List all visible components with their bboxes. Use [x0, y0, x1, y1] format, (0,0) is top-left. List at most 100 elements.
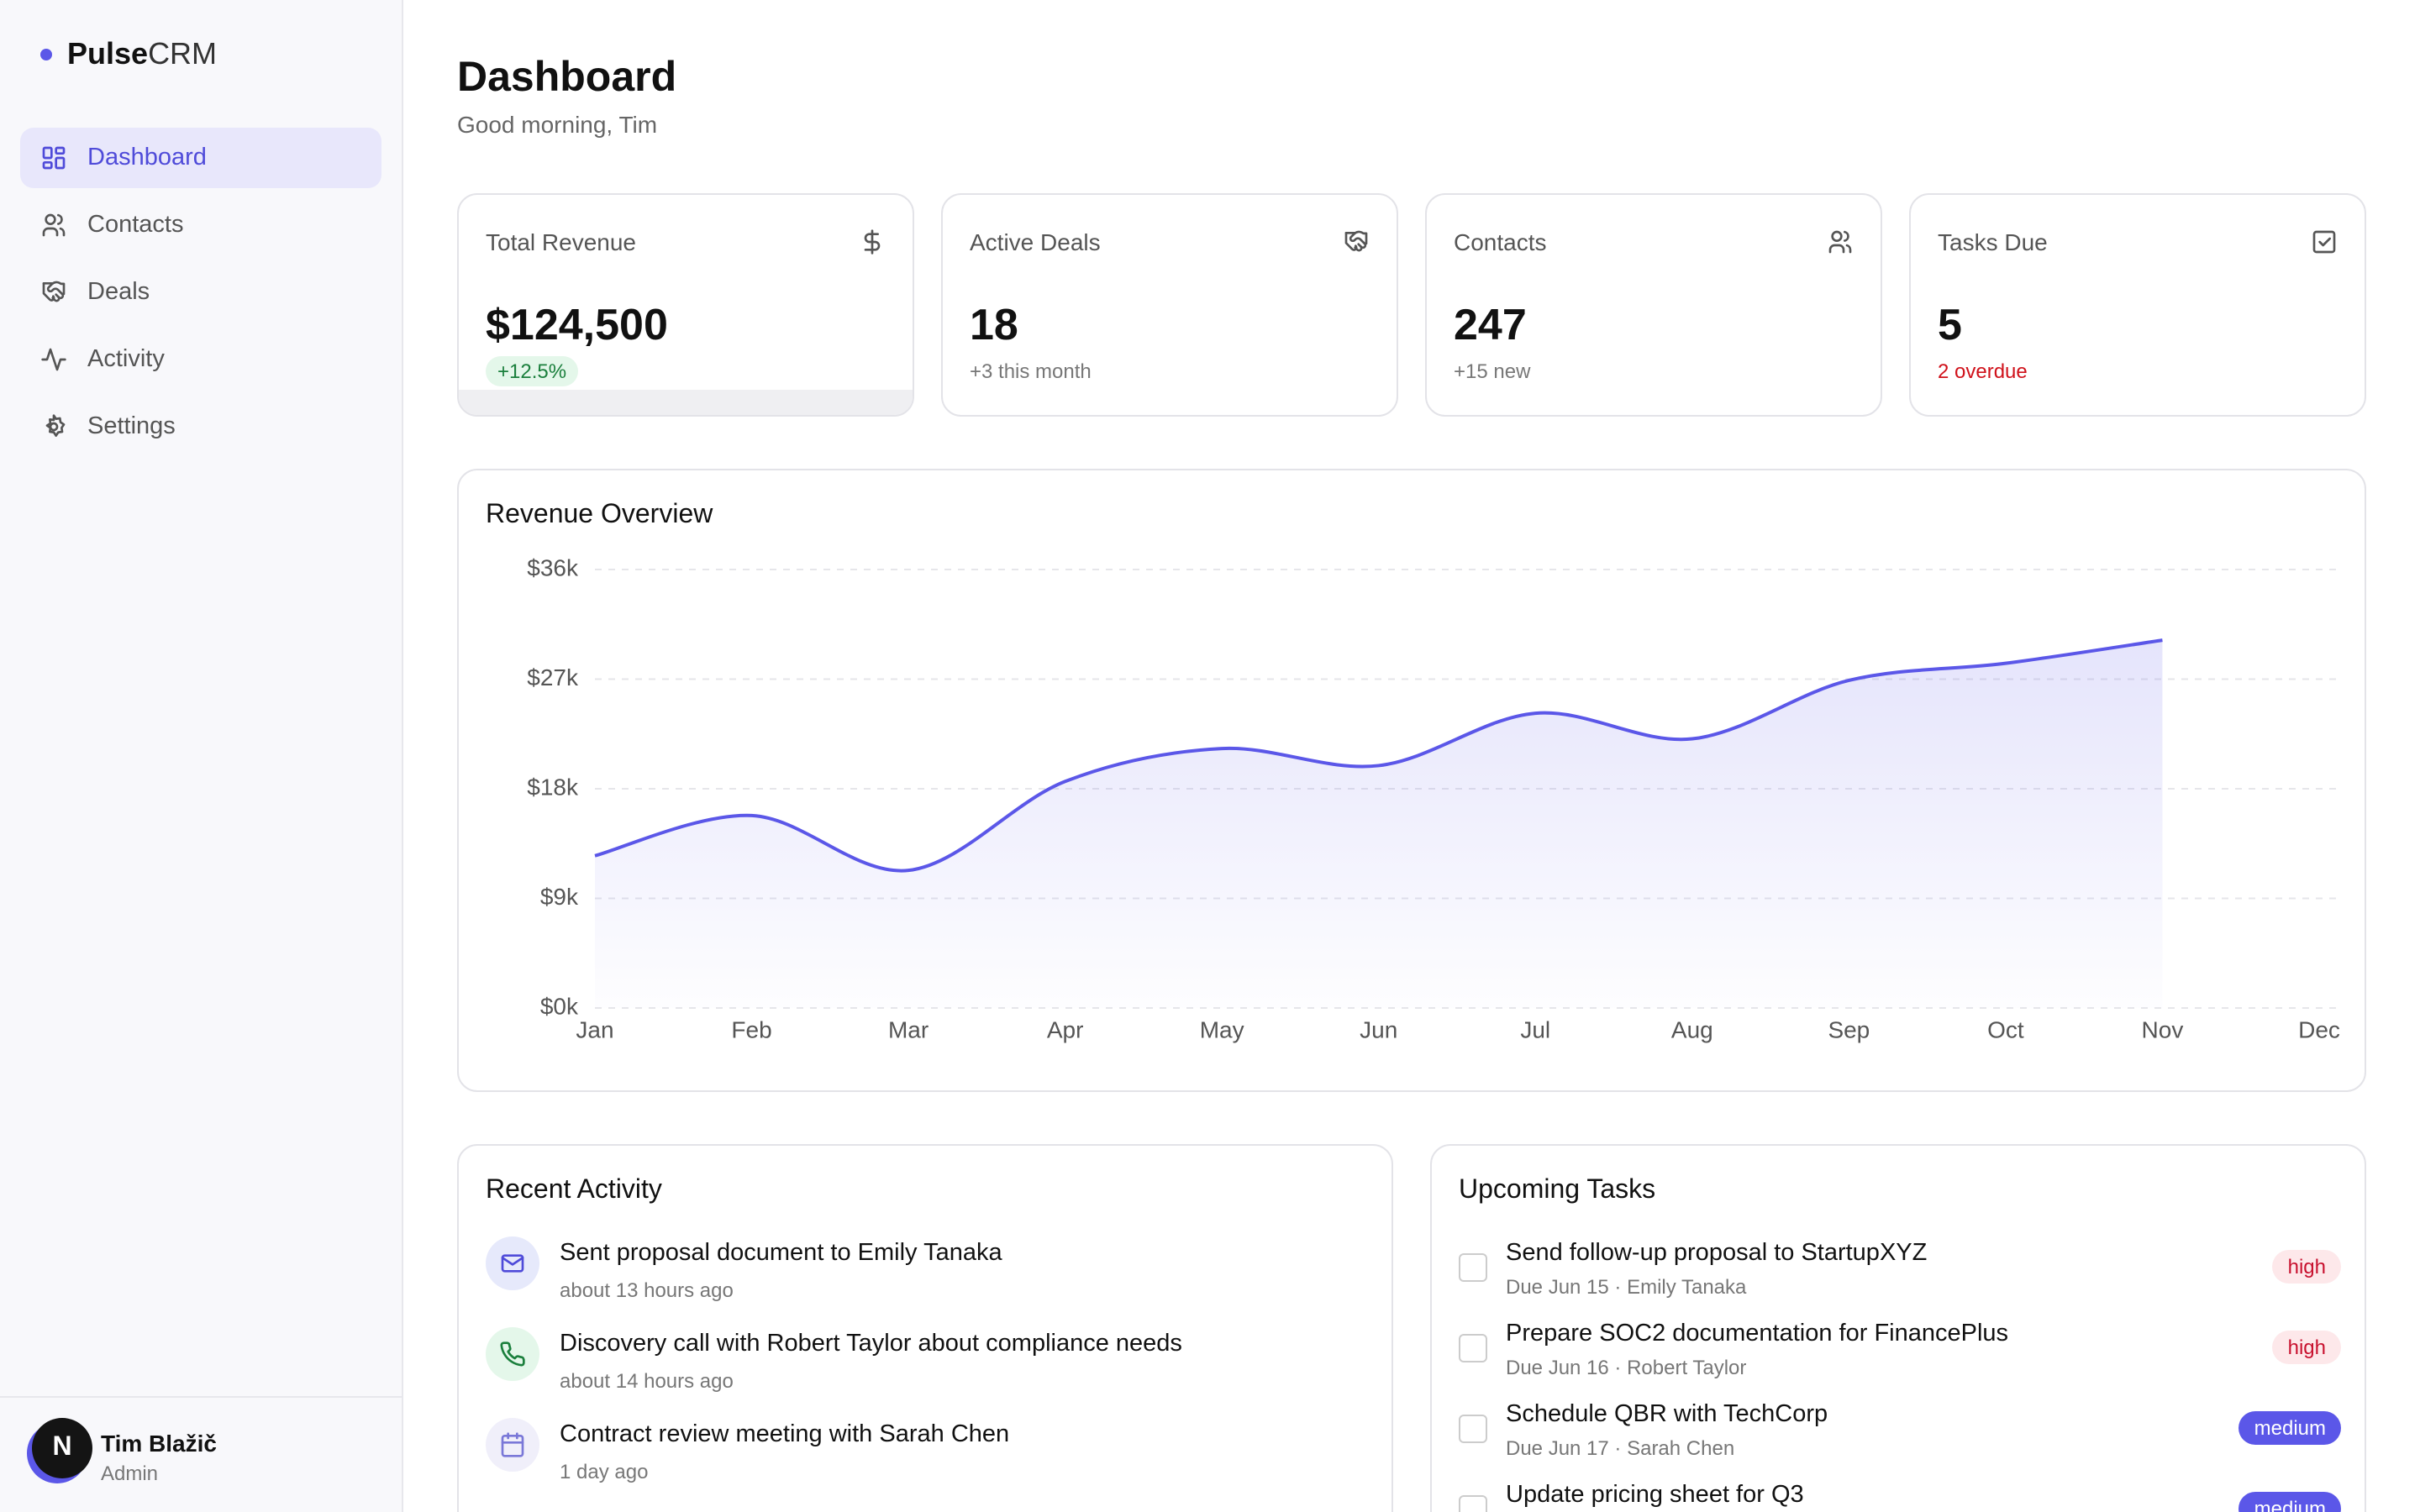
upcoming-tasks: Upcoming Tasks Send follow-up proposal t… — [1430, 1144, 2366, 1512]
brand-dot — [40, 49, 52, 60]
kpi-label: Active Deals — [970, 228, 1101, 255]
nav-item[interactable]: Dashboard — [20, 128, 381, 188]
task-title: Schedule QBR with TechCorp — [1506, 1401, 1828, 1428]
avatar: N — [32, 1418, 92, 1478]
task-item: Prepare SOC2 documentation for FinancePl… — [1459, 1320, 2341, 1398]
sidebar: Pulse CRM Dashboard Contacts Deals Activity S… — [0, 0, 403, 1512]
user-role: Admin — [101, 1462, 159, 1485]
y-tick-label: $9k — [540, 884, 579, 910]
nav-label: Dashboard — [87, 144, 207, 171]
x-tick-label: Oct — [1987, 1016, 2024, 1042]
task-checkbox[interactable] — [1459, 1415, 1487, 1443]
recent-activity: Recent Activity Sent proposal document t… — [457, 1144, 1393, 1512]
y-tick-label: $18k — [527, 774, 579, 800]
icon — [41, 348, 66, 371]
icon — [1828, 230, 1852, 254]
brand: Pulse CRM — [40, 37, 217, 72]
task-priority: high — [2272, 1331, 2341, 1364]
y-tick-label: $0k — [540, 993, 579, 1019]
nav-item[interactable]: Contacts — [20, 195, 381, 255]
nav-label: Settings — [87, 413, 176, 440]
nav-label: Deals — [87, 279, 150, 306]
task-checkbox[interactable] — [1459, 1334, 1487, 1362]
x-tick-label: Jun — [1360, 1016, 1397, 1042]
kpi-label: Total Revenue — [486, 228, 637, 255]
x-tick-label: Dec — [2298, 1016, 2340, 1042]
nav-item[interactable]: Deals — [20, 262, 381, 323]
user-name: Tim Blažič — [101, 1430, 217, 1457]
task-item: Update pricing sheet for Q3 medium — [1459, 1482, 2341, 1512]
icon — [1344, 230, 1368, 252]
icon — [45, 414, 66, 437]
activity-text: Contract review meeting with Sarah Chen — [560, 1421, 1010, 1448]
icon — [864, 229, 881, 255]
nav-item[interactable]: Activity — [20, 329, 381, 390]
task-meta: Due Jun 16 · Robert Taylor — [1506, 1356, 1747, 1379]
kpi-note: 2 overdue — [1938, 360, 2028, 383]
x-tick-label: Aug — [1671, 1016, 1713, 1042]
task-item: Schedule QBR with TechCorp Due Jun 17 · S… — [1459, 1401, 2341, 1478]
task-title: Update pricing sheet for Q3 — [1506, 1482, 1804, 1509]
kpi-note: +15 new — [1454, 360, 1531, 383]
activity-item: Sent proposal document to Emily Tanaka ab… — [486, 1236, 1360, 1320]
brand-light: CRM — [148, 37, 218, 71]
task-checkbox[interactable] — [1459, 1495, 1487, 1512]
chart-card: Revenue Overview $0k $9k $18k $27k $36k Jan Fe… — [457, 469, 2366, 1092]
kpi-note: +12.5% — [486, 356, 579, 386]
page-subtitle: Good morning, Tim — [457, 111, 658, 138]
activity-icon — [486, 1418, 539, 1472]
activity-time: about 14 hours ago — [560, 1369, 734, 1393]
kpi-icon — [859, 228, 886, 255]
nav-item[interactable]: Settings — [20, 396, 381, 457]
kpi-card: Active Deals 18 +3 this month — [941, 193, 1398, 417]
activity-time: 1 day ago — [560, 1460, 649, 1483]
line — [594, 638, 2163, 873]
user[interactable]: N Tim Blažič Admin — [0, 1396, 402, 1512]
kpi-strip — [459, 390, 913, 415]
y-tick-label: $27k — [527, 664, 579, 690]
task-priority: high — [2272, 1250, 2341, 1284]
x-tick-label: Jan — [576, 1016, 613, 1042]
activity-icon — [486, 1236, 539, 1290]
chart-title: Revenue Overview — [486, 501, 713, 529]
activity-item: Contract review meeting with Sarah Chen 1… — [486, 1418, 1360, 1502]
x-tick-label: Feb — [731, 1016, 771, 1042]
task-priority: medium — [2238, 1492, 2341, 1512]
chart: $0k $9k $18k $27k $36k Jan Feb Mar Apr May Jun Jul A… — [527, 554, 2340, 1042]
page-title: Dashboard — [457, 54, 677, 101]
icon — [42, 281, 66, 302]
icon — [42, 213, 66, 237]
kpi-icon — [1827, 228, 1854, 255]
x-tick-label: Mar — [888, 1016, 929, 1042]
area — [595, 640, 2163, 1008]
x-tick-label: Apr — [1047, 1016, 1084, 1042]
task-meta: Due Jun 15 · Emily Tanaka — [1506, 1275, 1747, 1299]
kpi-label: Tasks Due — [1938, 228, 2048, 255]
kpi-icon — [1343, 228, 1370, 255]
kpi-value: 247 — [1454, 299, 1527, 349]
kpi-card: Tasks Due 5 2 overdue — [1909, 193, 2366, 417]
kpi-card: Contacts 247 +15 new — [1425, 193, 1882, 417]
kpi-value: 18 — [970, 299, 1018, 349]
task-title: Prepare SOC2 documentation for FinancePl… — [1506, 1320, 2009, 1347]
brand-bold: Pulse — [67, 37, 149, 71]
x-tick-label: Jul — [1520, 1016, 1550, 1042]
icon — [2312, 230, 2336, 254]
task-checkbox[interactable] — [1459, 1253, 1487, 1282]
icon — [501, 1432, 524, 1457]
kpi-label: Contacts — [1454, 228, 1547, 255]
icon — [42, 146, 66, 170]
task-meta: Due Jun 17 · Sarah Chen — [1506, 1436, 1735, 1460]
activity-item: Discovery call with Robert Taylor about … — [486, 1327, 1360, 1411]
task-title: Send follow-up proposal to StartupXYZ — [1506, 1240, 1928, 1267]
x-tick-label: Sep — [1828, 1016, 1870, 1042]
icon — [500, 1341, 525, 1367]
activity-text: Sent proposal document to Emily Tanaka — [560, 1240, 1002, 1267]
kpi-note: +3 this month — [970, 360, 1092, 383]
task-item: Send follow-up proposal to StartupXYZ Due… — [1459, 1240, 2341, 1317]
kpi-value: 5 — [1938, 299, 1962, 349]
activity-text: Discovery call with Robert Taylor about … — [560, 1331, 1182, 1357]
nav-label: Contacts — [87, 212, 184, 239]
